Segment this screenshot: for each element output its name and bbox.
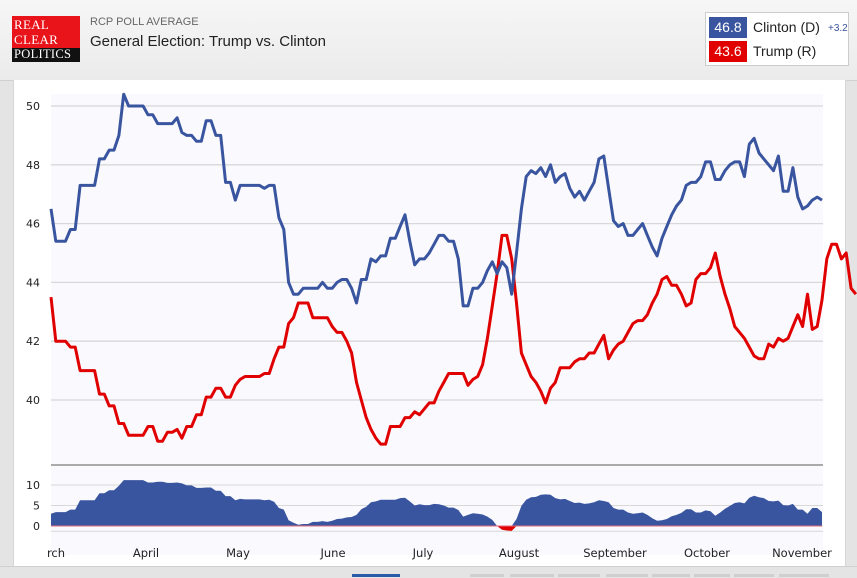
range-button[interactable]: [694, 574, 730, 577]
x-month-label: July: [412, 546, 434, 560]
y-tick-label: 40: [26, 394, 40, 407]
logo-line-2: CLEAR: [14, 32, 59, 47]
range-button[interactable]: [558, 574, 600, 577]
legend-name-trump: Trump (R): [753, 43, 817, 59]
logo-line-1: REAL: [14, 17, 50, 32]
logo-line-3: POLITICS: [14, 47, 72, 61]
x-month-label: November: [772, 546, 832, 560]
y-tick-label: 42: [26, 335, 40, 348]
y-tick-label: 50: [26, 100, 40, 113]
range-button[interactable]: [734, 574, 774, 577]
spread-y-tick-label: 10: [26, 479, 40, 492]
x-month-label: August: [499, 546, 540, 560]
legend-value-trump: 43.6: [709, 41, 747, 62]
logo-red-block: [12, 16, 80, 48]
range-button[interactable]: [470, 574, 504, 577]
y-tick-label: 48: [26, 159, 40, 172]
legend-spread-clinton: +3.2: [828, 23, 848, 34]
legend-value-clinton: 46.8: [709, 17, 747, 38]
trump-line[interactable]: [49, 233, 857, 446]
x-month-label: April: [133, 546, 159, 560]
chart-legend: 46.8 Clinton (D) +3.2 43.6 Trump (R): [705, 12, 849, 66]
range-button[interactable]: [779, 574, 829, 577]
logo-black-block: [12, 48, 80, 62]
range-button-active[interactable]: [352, 574, 400, 577]
chart-title: General Election: Trump vs. Clinton: [90, 33, 326, 50]
y-tick-label: 46: [26, 218, 40, 231]
plot-background: [51, 94, 823, 555]
spread-area-clinton: [51, 480, 822, 526]
clinton-line[interactable]: [49, 92, 823, 308]
spread-y-tick-label: 0: [33, 520, 40, 533]
x-month-label: October: [684, 546, 730, 560]
x-month-label: September: [583, 546, 647, 560]
rcp-logo[interactable]: REAL CLEAR POLITICS: [12, 16, 80, 62]
chart-supertitle: RCP POLL AVERAGE: [90, 16, 199, 28]
range-button[interactable]: [606, 574, 648, 577]
y-tick-label: 44: [26, 276, 40, 289]
range-button[interactable]: [510, 574, 554, 577]
x-month-label: May: [226, 546, 250, 560]
chart-header: REAL CLEAR POLITICS RCP POLL AVERAGE Gen…: [0, 0, 857, 81]
x-month-label: rch: [47, 546, 65, 560]
legend-name-clinton: Clinton (D): [753, 19, 820, 35]
x-month-label: June: [319, 546, 345, 560]
spread-y-tick-label: 5: [33, 500, 40, 513]
range-button[interactable]: [652, 574, 690, 577]
